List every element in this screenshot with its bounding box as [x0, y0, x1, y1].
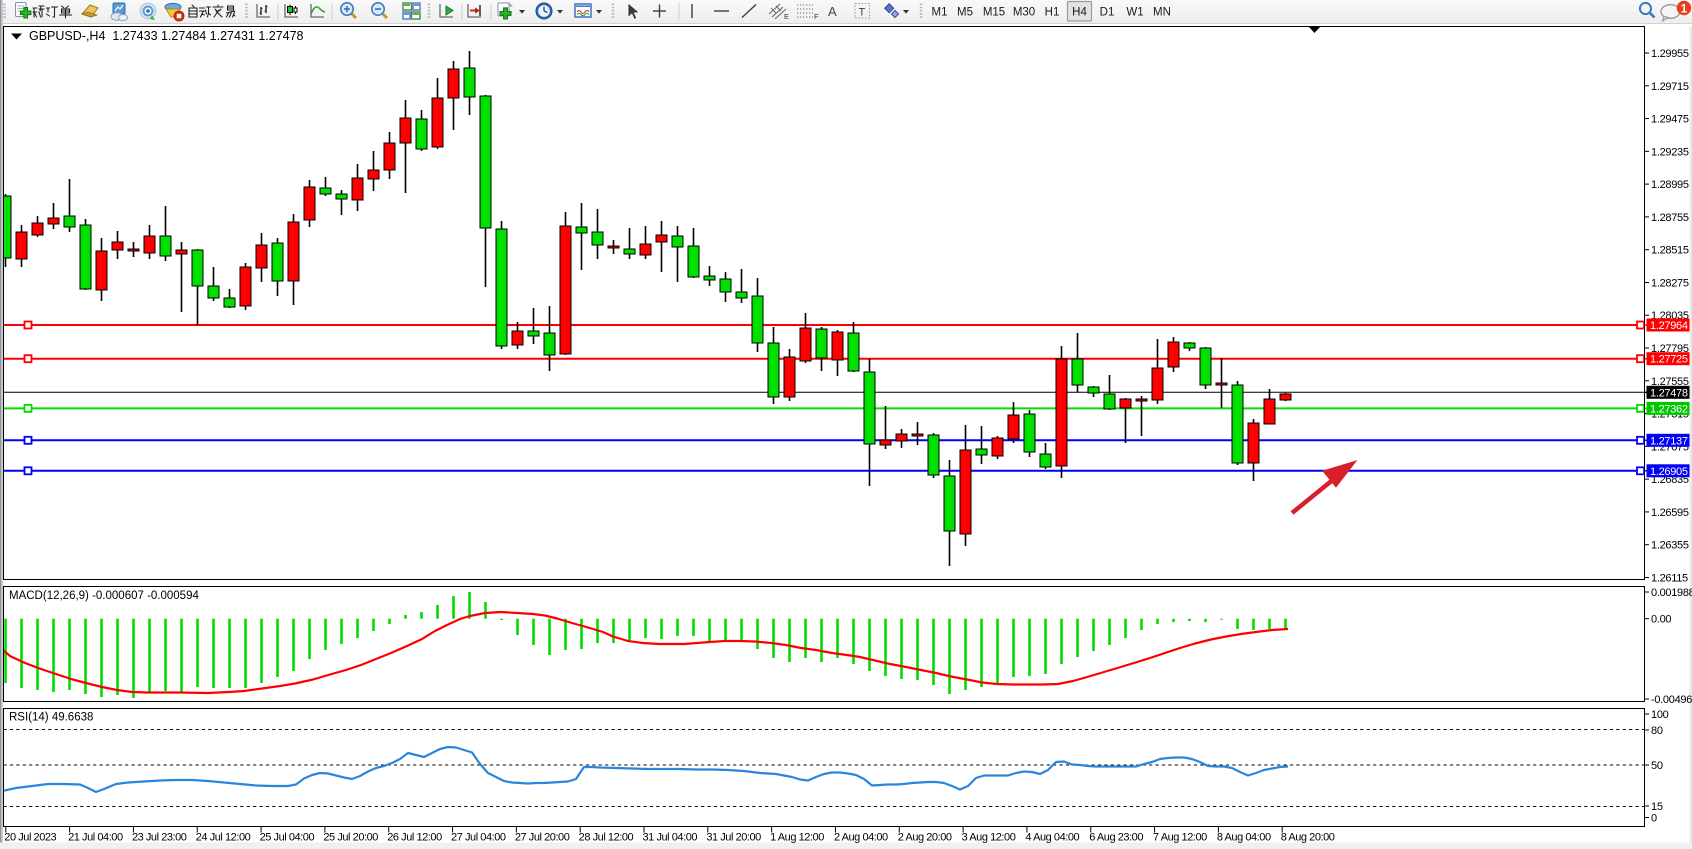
svg-text:15: 15 — [1651, 801, 1663, 813]
svg-text:27 Jul 04:00: 27 Jul 04:00 — [451, 832, 506, 844]
svg-text:0.001988: 0.001988 — [1651, 587, 1692, 599]
svg-text:M1: M1 — [932, 7, 948, 19]
svg-text:27 Jul 20:00: 27 Jul 20:00 — [515, 832, 570, 844]
svg-text:MACD(12,26,9) -0.000607 -0.000: MACD(12,26,9) -0.000607 -0.000594 — [9, 590, 199, 602]
svg-text:1.26595: 1.26595 — [1651, 507, 1689, 519]
svg-text:2 Aug 20:00: 2 Aug 20:00 — [898, 832, 952, 844]
svg-text:24 Jul 12:00: 24 Jul 12:00 — [196, 832, 251, 844]
svg-text:1.29955: 1.29955 — [1651, 48, 1689, 60]
svg-text:80: 80 — [1651, 725, 1663, 737]
svg-text:6 Aug 23:00: 6 Aug 23:00 — [1089, 832, 1143, 844]
svg-text:1.29715: 1.29715 — [1651, 81, 1689, 93]
svg-text:F: F — [814, 12, 819, 21]
svg-text:1.27362: 1.27362 — [1650, 403, 1688, 415]
svg-text:1.27795: 1.27795 — [1651, 343, 1689, 355]
svg-text:RSI(14) 49.6638: RSI(14) 49.6638 — [9, 712, 93, 724]
svg-text:100: 100 — [1651, 709, 1669, 721]
svg-text:31 Jul 04:00: 31 Jul 04:00 — [643, 832, 698, 844]
svg-text:26 Jul 12:00: 26 Jul 12:00 — [387, 832, 442, 844]
svg-text:1.27555: 1.27555 — [1651, 376, 1689, 388]
svg-text:M15: M15 — [983, 7, 1005, 19]
svg-text:M5: M5 — [957, 7, 973, 19]
svg-text:A: A — [828, 4, 837, 19]
svg-text:GBPUSD-,H4 1.27433 1.27484 1.: GBPUSD-,H4 1.27433 1.27484 1.27431 1.274… — [29, 29, 304, 43]
svg-text:1.26115: 1.26115 — [1651, 572, 1688, 584]
svg-text:T: T — [859, 7, 866, 19]
svg-text:H4: H4 — [1072, 7, 1087, 19]
svg-text:7 Aug 12:00: 7 Aug 12:00 — [1153, 832, 1207, 844]
svg-text:8 Aug 20:00: 8 Aug 20:00 — [1281, 832, 1335, 844]
svg-text:23 Jul 23:00: 23 Jul 23:00 — [132, 832, 187, 844]
svg-text:25 Jul 20:00: 25 Jul 20:00 — [323, 832, 378, 844]
svg-text:0: 0 — [1651, 813, 1657, 825]
svg-text:1.28515: 1.28515 — [1651, 245, 1689, 257]
svg-text:0.00: 0.00 — [1651, 614, 1671, 626]
svg-text:1.28995: 1.28995 — [1651, 179, 1689, 191]
svg-text:4 Aug 04:00: 4 Aug 04:00 — [1025, 832, 1079, 844]
svg-text:25 Jul 04:00: 25 Jul 04:00 — [260, 832, 315, 844]
svg-text:20 Jul 2023: 20 Jul 2023 — [4, 832, 56, 844]
svg-text:MN: MN — [1153, 7, 1171, 19]
svg-text:M30: M30 — [1013, 7, 1035, 19]
svg-text:3 Aug 12:00: 3 Aug 12:00 — [962, 832, 1016, 844]
svg-text:-0.004967: -0.004967 — [1651, 694, 1692, 706]
svg-text:1.28755: 1.28755 — [1651, 212, 1689, 224]
svg-text:28 Jul 12:00: 28 Jul 12:00 — [579, 832, 634, 844]
svg-text:1.27478: 1.27478 — [1650, 387, 1688, 399]
svg-text:1.27137: 1.27137 — [1650, 435, 1688, 447]
svg-text:50: 50 — [1651, 760, 1663, 772]
svg-text:21 Jul 04:00: 21 Jul 04:00 — [68, 832, 123, 844]
svg-text:1.26905: 1.26905 — [1650, 466, 1688, 478]
svg-text:1.29235: 1.29235 — [1651, 146, 1689, 158]
svg-text:W1: W1 — [1126, 7, 1143, 19]
svg-text:1.27725: 1.27725 — [1650, 354, 1688, 366]
svg-text:1.28275: 1.28275 — [1651, 277, 1689, 289]
svg-text:1.27964: 1.27964 — [1650, 320, 1688, 332]
svg-text:1.26355: 1.26355 — [1651, 540, 1689, 552]
svg-text:31 Jul 20:00: 31 Jul 20:00 — [706, 832, 761, 844]
svg-text:1.29475: 1.29475 — [1651, 114, 1689, 126]
svg-text:8 Aug 04:00: 8 Aug 04:00 — [1217, 832, 1271, 844]
svg-text:1 Aug 12:00: 1 Aug 12:00 — [770, 832, 824, 844]
svg-text:1: 1 — [1681, 3, 1688, 15]
svg-text:2 Aug 04:00: 2 Aug 04:00 — [834, 832, 888, 844]
svg-text:H1: H1 — [1045, 7, 1060, 19]
svg-text:E: E — [784, 12, 789, 21]
svg-text:D1: D1 — [1100, 7, 1115, 19]
